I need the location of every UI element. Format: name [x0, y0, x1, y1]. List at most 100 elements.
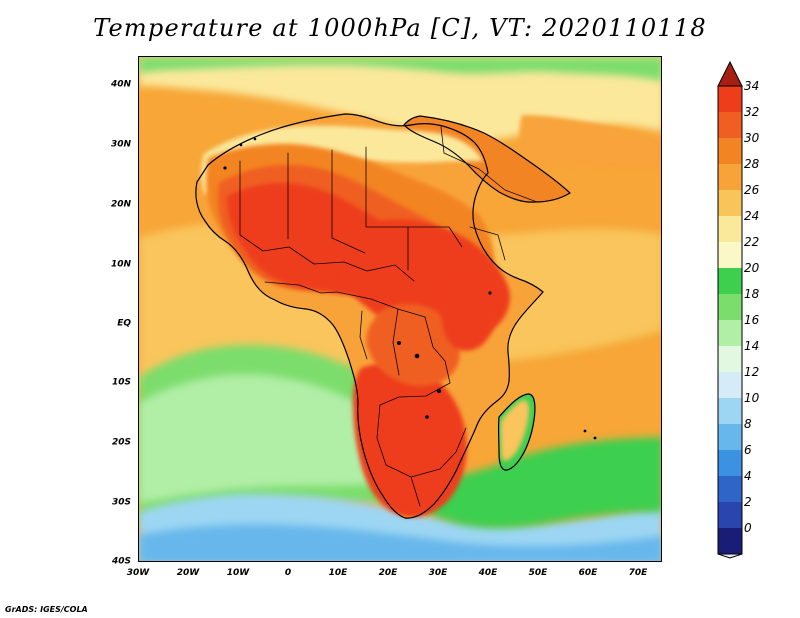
legend-bin-2	[718, 112, 742, 138]
border-southern-africa	[376, 404, 441, 478]
legend-bin-1	[718, 86, 742, 112]
legend-label: 24	[744, 209, 760, 223]
legend-bottom-arrow-outline	[717, 553, 743, 559]
y-axis-label: 40S	[111, 556, 131, 567]
legend-bin-7	[718, 242, 742, 268]
border-south-africa	[410, 476, 421, 507]
arabia-east-warm-field	[519, 115, 661, 169]
border-sahara-west	[239, 160, 415, 282]
madagascar-warm-center	[500, 400, 529, 461]
lake-marker	[397, 341, 401, 345]
footer-credit: GrADS: IGES/COLA	[5, 605, 88, 614]
y-axis-label: 20S	[111, 437, 131, 448]
legend-label: 28	[744, 157, 760, 171]
legend-label: 34	[744, 79, 760, 93]
legend-bin-17	[718, 502, 742, 528]
y-axis-label: 30S	[111, 497, 131, 508]
legend-bin-9	[718, 294, 742, 320]
legend-bin-11	[718, 346, 742, 372]
lake-and-island-markers	[223, 137, 597, 440]
x-axis-label: 50E	[528, 568, 548, 578]
mediterranean-green-band	[139, 57, 661, 81]
legend-bin-15	[718, 450, 742, 476]
legend-label: 32	[744, 105, 760, 119]
x-axis-label: 40E	[478, 568, 498, 578]
congo-basin-warm-zone	[366, 303, 460, 387]
x-axis-label: 10E	[328, 568, 348, 578]
legend-bin-10	[718, 320, 742, 346]
y-axis-label: 20N	[110, 199, 131, 210]
x-axis-label: 20W	[176, 568, 200, 578]
legend-bin-4	[718, 164, 742, 190]
legend-label: 10	[744, 391, 760, 405]
border-libya-egypt	[331, 149, 366, 254]
legend-label: 2	[744, 495, 752, 509]
border-congo	[392, 308, 400, 376]
border-levant	[440, 126, 445, 154]
legend-label: 20	[744, 261, 760, 275]
arabia-coastline	[403, 115, 571, 203]
y-axis-label: EQ	[117, 318, 131, 329]
legend-bin-14	[718, 424, 742, 450]
island-marker	[593, 436, 597, 440]
island-marker	[253, 137, 257, 141]
x-axis-label: 70E	[628, 568, 648, 578]
indian-ocean-green-band	[389, 437, 661, 529]
border-cameroon-gabon	[359, 310, 368, 360]
legend-top-arrow-outline	[717, 60, 743, 87]
border-arabia-internal	[443, 152, 538, 203]
southern-africa-hot-core	[353, 362, 467, 518]
madagascar-coastline	[497, 393, 536, 471]
border-mozambique	[439, 427, 467, 470]
legend-label: 0	[744, 521, 752, 535]
x-axis-label: 20E	[378, 568, 398, 578]
legend-label: 6	[744, 443, 752, 457]
island-marker	[239, 143, 243, 147]
island-marker	[488, 291, 492, 295]
southern-ocean-deep-blue	[139, 524, 661, 561]
border-sudan-ethiopia	[407, 226, 463, 248]
legend-bin-5	[718, 190, 742, 216]
border-egypt-sudan	[365, 146, 409, 271]
border-east-central	[424, 316, 451, 384]
legend-label: 30	[744, 131, 760, 145]
legend-label: 18	[744, 287, 760, 301]
y-axis-label: 30N	[110, 139, 131, 150]
legend-label: 16	[744, 313, 760, 327]
legend-label: 4	[744, 469, 752, 483]
legend-bin-18	[718, 528, 742, 554]
legend-top-arrow	[718, 62, 742, 86]
y-axis-label: 40N	[110, 79, 131, 90]
x-axis-label: 60E	[578, 568, 598, 578]
legend-bin-13	[718, 398, 742, 424]
map-canvas	[139, 57, 661, 561]
legend-bin-8	[718, 268, 742, 294]
x-axis-label: 30W	[126, 568, 150, 578]
lake-marker	[436, 388, 442, 394]
legend-label: 22	[744, 235, 760, 249]
lake-marker	[425, 415, 429, 419]
legend-label: 14	[744, 339, 760, 353]
south-atlantic-pale-green	[139, 374, 416, 504]
map-title: Temperature at 1000hPa [C], VT: 20201101…	[93, 14, 707, 42]
x-axis-label: 10W	[226, 568, 250, 578]
country-borders-layer	[239, 126, 538, 507]
border-central-africa	[336, 291, 426, 318]
y-axis-label: 10S	[111, 377, 131, 388]
temperature-map	[138, 56, 662, 562]
legend-bin-6	[718, 216, 742, 242]
legend-label: 8	[744, 417, 752, 431]
island-marker	[583, 429, 587, 433]
sahara-north-yellow	[201, 125, 483, 195]
x-axis-label: 0	[284, 568, 292, 578]
lake-marker	[414, 353, 420, 359]
y-axis-label: 10N	[110, 259, 131, 270]
legend-bottom-arrow	[718, 554, 742, 558]
legend-label: 12	[744, 365, 760, 379]
legend-bin-16	[718, 476, 742, 502]
x-axis-label: 30E	[428, 568, 448, 578]
legend-label: 26	[744, 183, 760, 197]
legend-bin-3	[718, 138, 742, 164]
legend-bin-12	[718, 372, 742, 398]
border-horn-africa	[469, 226, 506, 261]
